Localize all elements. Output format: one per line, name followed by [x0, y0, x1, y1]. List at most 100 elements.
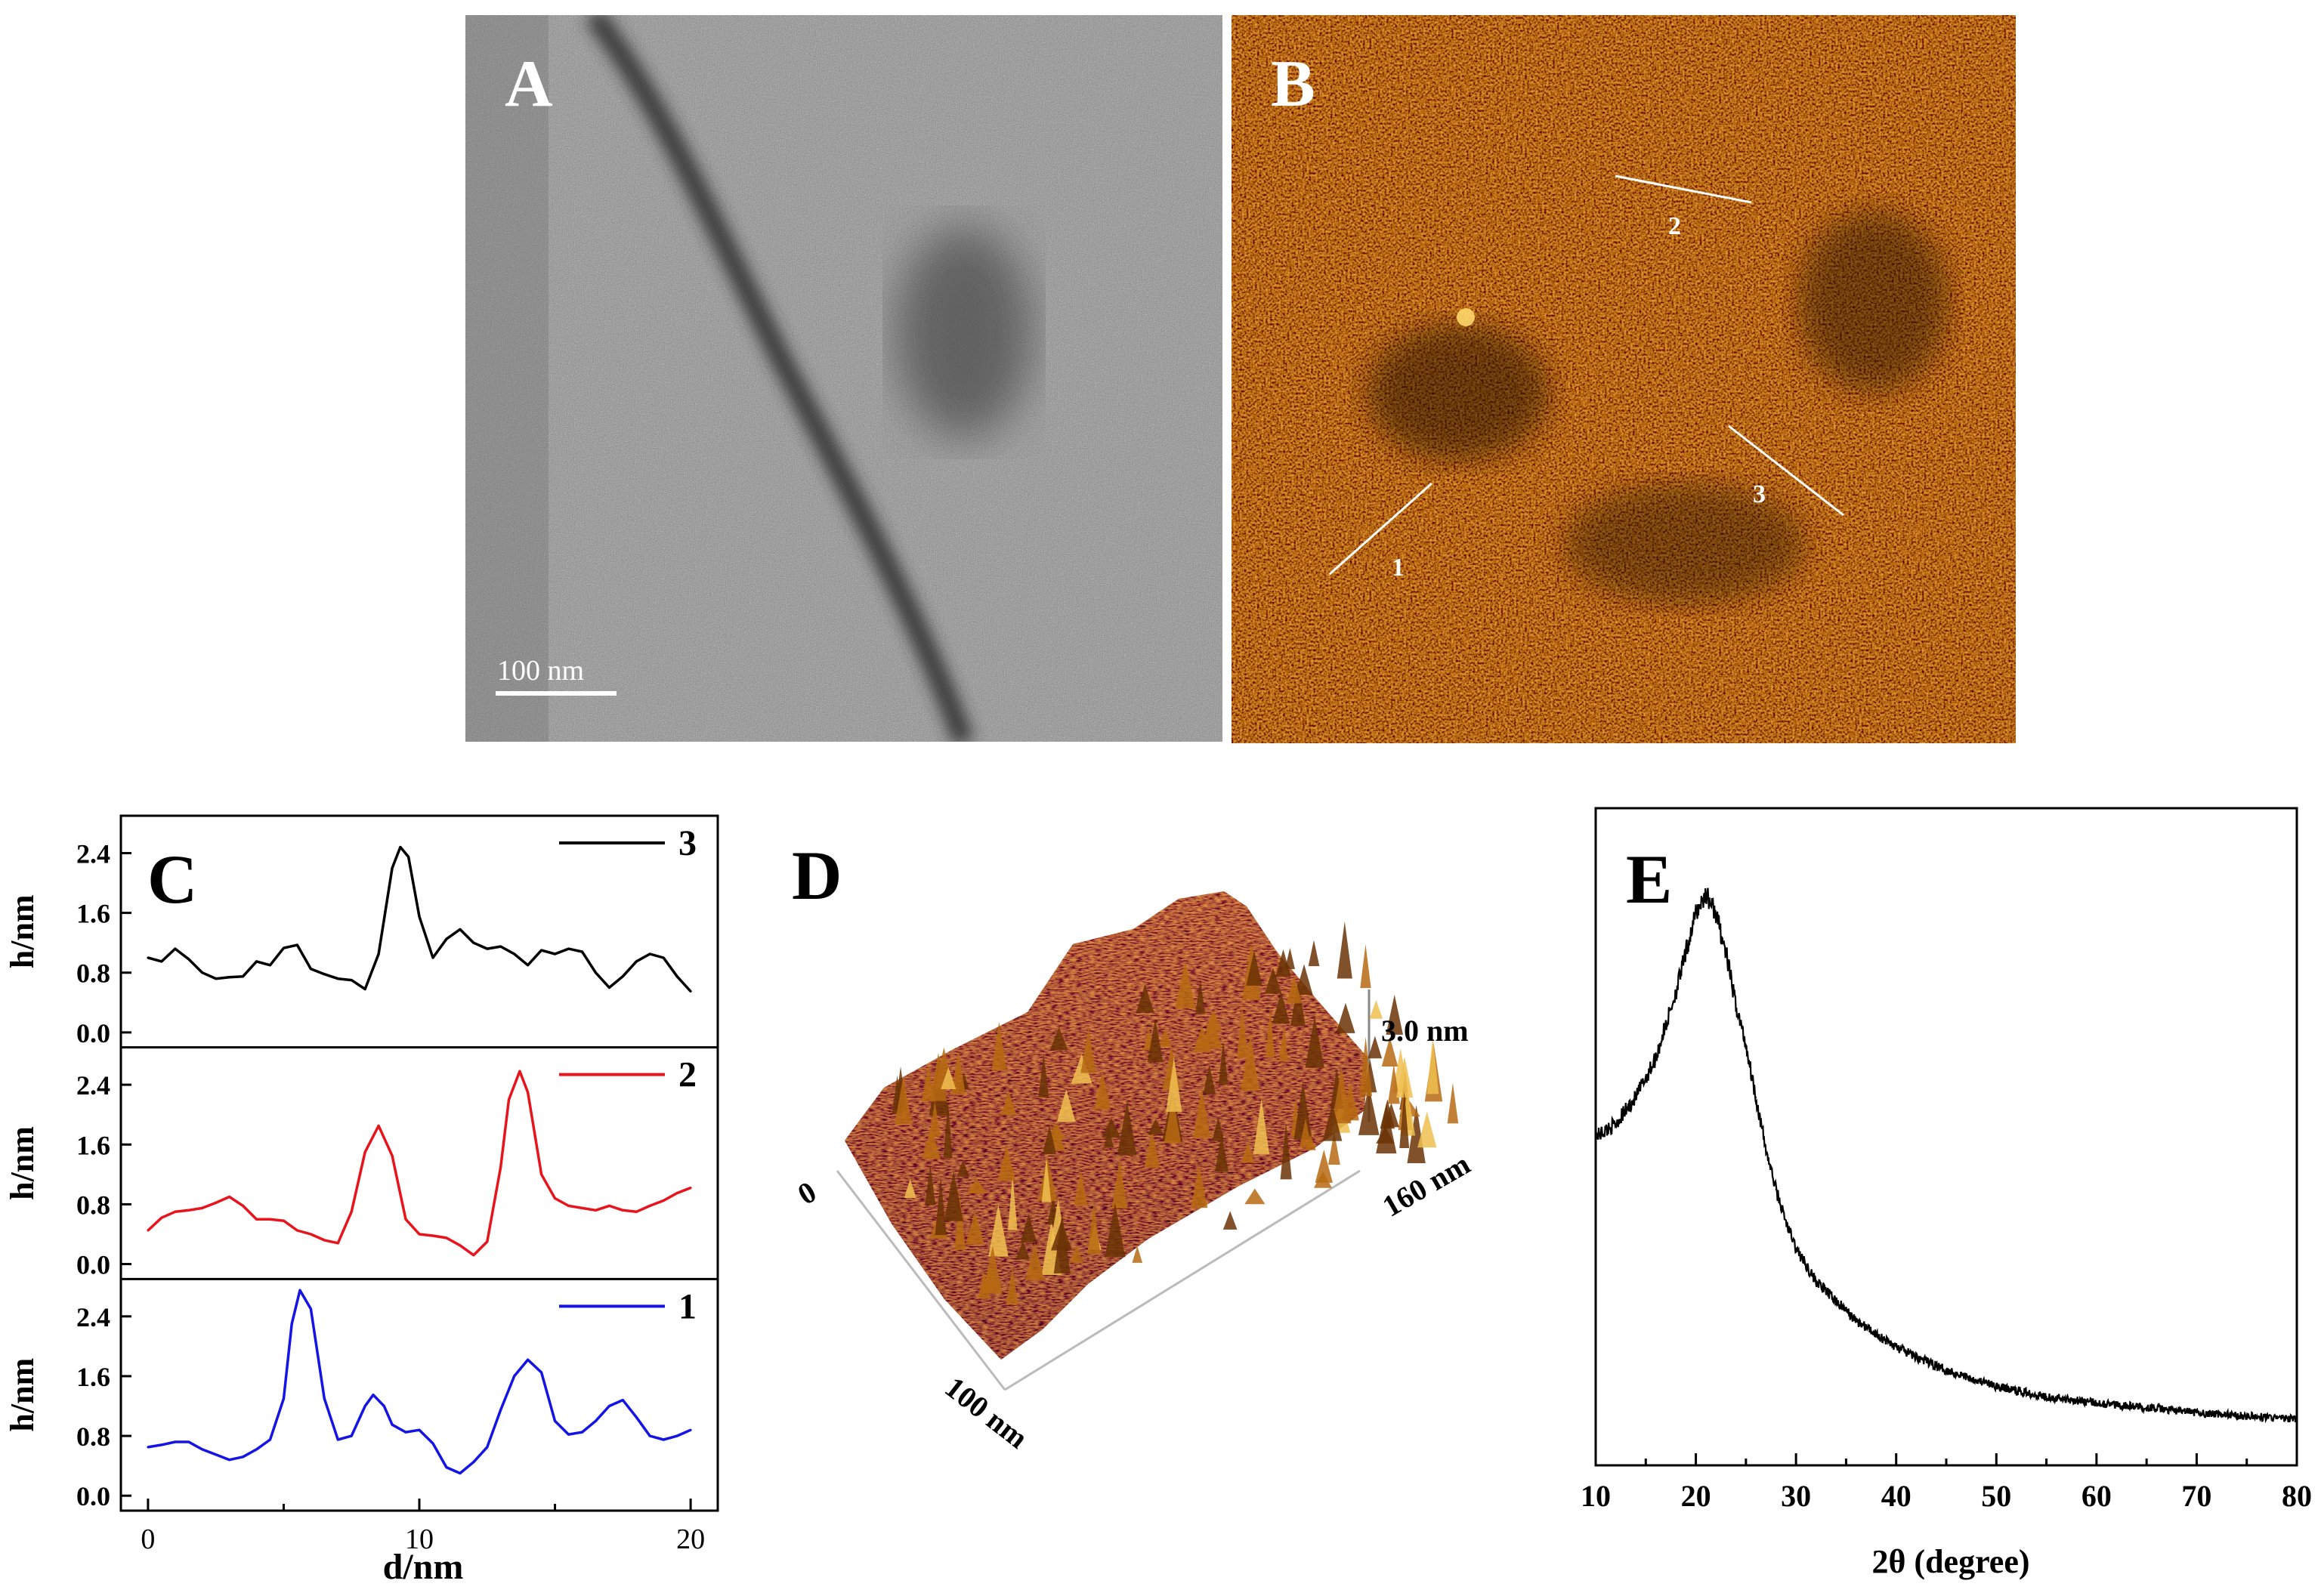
d-x-axis — [1004, 1169, 1361, 1391]
d-peak — [1286, 975, 1303, 1004]
c-point-2 — [499, 1165, 502, 1168]
d-peak — [944, 1170, 963, 1221]
c-point-3 — [540, 949, 543, 952]
d-peak — [1308, 940, 1320, 967]
afm-profile-line-2 — [1615, 174, 1752, 204]
d-x-label: 160 nm — [1377, 1147, 1476, 1224]
e-point — [1755, 1096, 1757, 1098]
c-point-3 — [147, 956, 150, 959]
d-peak — [1328, 1131, 1340, 1165]
afm-profile-line-1 — [1329, 482, 1432, 576]
d-peak — [1069, 1245, 1083, 1263]
c-point-2 — [336, 1242, 339, 1245]
c-point-3 — [594, 971, 597, 974]
d-peak — [1020, 1213, 1037, 1243]
c-point-2 — [518, 1070, 521, 1073]
panel-c-letter: C — [147, 841, 197, 918]
e-point — [1815, 1280, 1817, 1283]
d-peak — [1041, 1157, 1052, 1202]
c-y-tick-label: 0.8 — [76, 1422, 110, 1452]
e-point — [1695, 912, 1697, 915]
tem-dark-cluster — [896, 227, 1032, 438]
e-x-tick-label: 10 — [1581, 1479, 1611, 1513]
c-point-2 — [689, 1187, 692, 1190]
d-peak — [1050, 1123, 1065, 1140]
c-point-3 — [459, 928, 462, 931]
c-point-3 — [377, 952, 380, 955]
c-point-2 — [554, 1197, 556, 1199]
d-peak — [1337, 921, 1352, 979]
e-point — [1704, 893, 1707, 895]
c-point-3 — [581, 950, 583, 953]
d-peak — [1395, 1056, 1414, 1098]
e-point — [1775, 1188, 1777, 1190]
d-surface-peaks — [892, 921, 1459, 1304]
c-point-1 — [160, 1443, 163, 1446]
c-point-3 — [283, 946, 285, 949]
d-peak — [1164, 1095, 1182, 1144]
c-point-1 — [255, 1448, 258, 1451]
c-x-axis-label: d/nm — [383, 1547, 464, 1587]
e-point — [1995, 1385, 1998, 1388]
d-peak — [1144, 1129, 1160, 1168]
c-point-3 — [418, 915, 421, 918]
d-peak — [1275, 949, 1291, 977]
c-y-tick-label: 1.6 — [76, 1130, 110, 1160]
d-peak — [1006, 1267, 1018, 1304]
d-peak — [1241, 1034, 1260, 1091]
e-point — [1945, 1369, 1947, 1371]
c-point-1 — [201, 1448, 204, 1451]
c-point-2 — [431, 1234, 434, 1237]
d-peak — [1368, 1036, 1383, 1059]
c-point-1 — [486, 1446, 489, 1449]
d-peak — [935, 1177, 947, 1236]
c-point-2 — [228, 1196, 231, 1198]
e-point — [1735, 1005, 1737, 1006]
c-y-tick-label: 0.8 — [76, 1190, 110, 1220]
d-peak — [922, 1125, 941, 1159]
d-peak — [1253, 1098, 1270, 1154]
panel-e-letter: E — [1626, 841, 1672, 918]
d-y-axis — [836, 1170, 1006, 1391]
c-point-2 — [675, 1192, 678, 1195]
d-peak — [1313, 1172, 1333, 1188]
d-peak — [1205, 1010, 1222, 1031]
c-point-3 — [499, 945, 502, 948]
c-point-2 — [662, 1199, 665, 1202]
d-peak — [1272, 991, 1290, 1024]
c-point-2 — [594, 1209, 597, 1212]
c-point-2 — [540, 1173, 543, 1176]
c-y-tick-label: 0.0 — [76, 1018, 110, 1048]
d-peak — [1049, 1026, 1068, 1051]
c-point-3 — [350, 979, 353, 982]
c-point-1 — [309, 1307, 312, 1310]
c-point-2 — [269, 1218, 271, 1221]
e-xrd-trace — [1594, 888, 2298, 1424]
c-point-1 — [391, 1423, 394, 1426]
c-point-1 — [459, 1472, 462, 1474]
d-peak — [1358, 1085, 1380, 1135]
c-point-3 — [607, 986, 610, 989]
c-point-1 — [648, 1434, 651, 1437]
c-point-3 — [399, 846, 402, 848]
c-y-axis-label: h/nm — [4, 1126, 41, 1200]
d-peak — [895, 1076, 913, 1125]
c-point-1 — [336, 1438, 339, 1441]
c-point-3 — [269, 964, 271, 967]
panel-d: D 3.0 nm 160 nm 100 nm 0 — [792, 837, 1476, 1455]
d-peak — [950, 1050, 966, 1094]
c-point-1 — [431, 1442, 434, 1445]
e-point — [2196, 1412, 2198, 1414]
e-x-tick-label: 20 — [1681, 1479, 1711, 1513]
d-peak — [1264, 968, 1282, 994]
d-peak — [1203, 1064, 1216, 1094]
c-legend-label-2: 2 — [678, 1055, 697, 1095]
d-peak — [1244, 1188, 1266, 1205]
d-peak — [1038, 1053, 1049, 1097]
e-point — [1715, 912, 1717, 915]
d-peak — [988, 1204, 1009, 1257]
d-peak — [929, 1101, 941, 1137]
tem-micrograph: A 100 nm — [465, 15, 1222, 742]
d-peak — [1132, 1246, 1143, 1263]
c-point-3 — [527, 964, 530, 967]
